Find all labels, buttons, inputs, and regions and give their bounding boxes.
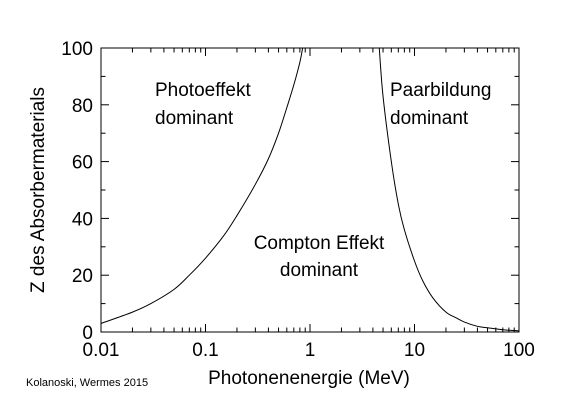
x-tick-label: 10 xyxy=(404,340,425,361)
credit: Kolanoski, Wermes 2015 xyxy=(26,377,148,389)
y-axis-label: Z des Absorbermaterials xyxy=(28,87,49,293)
boundary-curves xyxy=(100,47,520,332)
tick-labels: 0.01 0.1 1 10 100 0 20 40 60 80 100 xyxy=(61,39,535,361)
annotation-photoeffekt-line2: dominant xyxy=(155,108,234,129)
annotation-paarbildung-line2: dominant xyxy=(390,108,469,129)
y-tick-label: 0 xyxy=(82,323,93,344)
x-axis-label: Photonenenergie (MeV) xyxy=(208,368,410,389)
annotation-compton: Compton Effekt dominant xyxy=(254,233,385,281)
photo-compton-boundary-line xyxy=(100,47,304,324)
annotation-paarbildung: Paarbildung dominant xyxy=(390,80,491,129)
x-tick-label: 100 xyxy=(503,340,535,361)
y-tick-label: 40 xyxy=(72,209,93,230)
x-tick-label: 0.1 xyxy=(192,340,218,361)
annotation-photoeffekt-line1: Photoeffekt xyxy=(155,80,252,101)
annotation-compton-line1: Compton Effekt xyxy=(254,233,385,254)
annotation-compton-line2: dominant xyxy=(280,260,359,281)
compton-pair-boundary-line xyxy=(378,47,520,332)
annotation-paarbildung-line1: Paarbildung xyxy=(390,80,491,101)
y-tick-label: 100 xyxy=(61,39,93,60)
x-tick-label: 0.01 xyxy=(83,340,120,361)
x-tick-label: 1 xyxy=(305,340,316,361)
y-tick-label: 20 xyxy=(72,266,93,287)
plot-frame xyxy=(100,47,520,333)
annotation-photoeffekt: Photoeffekt dominant xyxy=(155,80,252,129)
y-tick-label: 60 xyxy=(72,153,93,174)
y-tick-label: 80 xyxy=(72,96,93,117)
